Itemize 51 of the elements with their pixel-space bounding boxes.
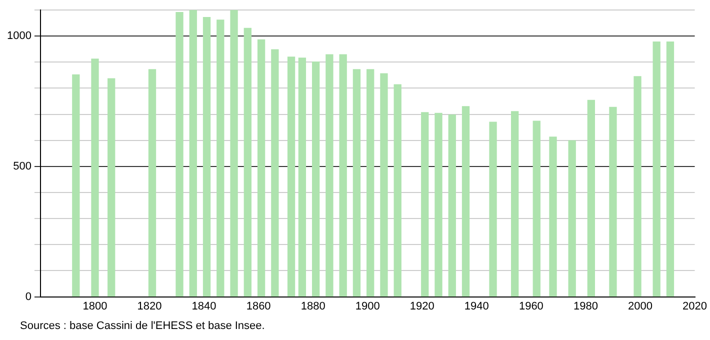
bar (489, 122, 497, 297)
bar (587, 100, 595, 297)
bar (352, 69, 361, 297)
x-tick-label: 1960 (518, 300, 544, 312)
bar (326, 54, 334, 297)
bar (380, 73, 388, 297)
bar (652, 41, 660, 297)
bar (108, 78, 116, 297)
x-tick-label: 1900 (355, 300, 380, 312)
y-tick-label: 500 (13, 160, 32, 172)
bar (176, 12, 184, 297)
x-tick-label: 1820 (137, 300, 162, 312)
source-note: Sources : base Cassini de l'EHESS et base Insee. (20, 320, 265, 332)
bar (202, 16, 211, 297)
bar (257, 39, 266, 297)
y-tick-label: 1000 (6, 30, 32, 42)
bar (298, 58, 306, 297)
x-tick-label: 1880 (300, 300, 326, 312)
bar (511, 111, 519, 297)
bar (287, 56, 296, 297)
bar (532, 120, 540, 297)
bar (448, 114, 456, 297)
bar (421, 112, 429, 297)
bar (148, 69, 156, 297)
bar (72, 74, 80, 297)
x-tick-label: 1800 (82, 300, 108, 312)
bar (244, 28, 252, 297)
x-tick-label: 1920 (410, 300, 434, 312)
x-tick-label: 2000 (628, 300, 652, 312)
bar (230, 10, 238, 297)
x-tick-label: 1860 (246, 300, 271, 312)
y-tick-label: 0 (25, 290, 32, 303)
x-tick-label: 1980 (573, 300, 598, 312)
bar (394, 84, 402, 297)
bar (271, 49, 279, 297)
bar (609, 106, 617, 297)
bar (339, 54, 347, 297)
x-tick-label: 2020 (682, 300, 708, 312)
bar (462, 106, 470, 297)
bar (634, 76, 642, 297)
bar (366, 69, 374, 297)
bar (434, 112, 442, 297)
bar (312, 62, 320, 297)
bar (91, 58, 99, 297)
bar (216, 20, 224, 297)
bar (666, 41, 674, 297)
x-tick-label: 1940 (464, 300, 489, 312)
bar (549, 136, 557, 297)
bar (568, 140, 576, 297)
bar (189, 10, 197, 297)
x-tick-label: 1840 (192, 300, 216, 312)
